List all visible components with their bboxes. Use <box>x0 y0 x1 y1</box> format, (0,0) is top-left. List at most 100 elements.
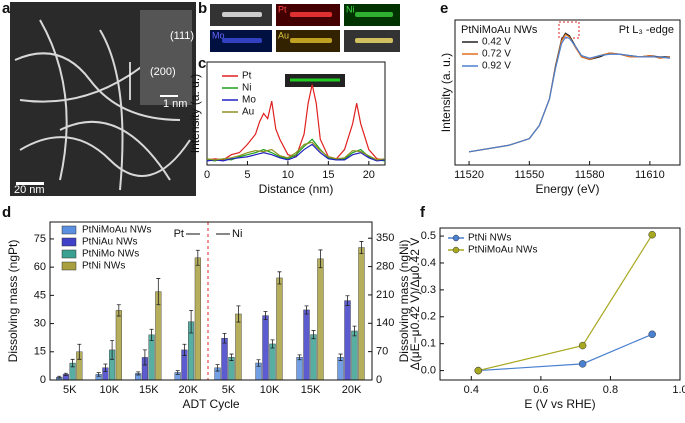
error-bar <box>63 372 68 376</box>
y-axis-label: Dissolving mass (ngNi) <box>397 240 411 363</box>
bar <box>351 330 358 381</box>
error-bar <box>110 340 115 360</box>
y-tick-label: 0.2 <box>421 311 436 323</box>
plot-frame <box>49 221 373 381</box>
scale-bar <box>160 95 178 97</box>
error-bar <box>222 333 227 344</box>
legend-label: Pt <box>242 71 252 82</box>
legend-swatch <box>61 249 77 259</box>
map-label: Mo <box>212 30 225 40</box>
error-bar <box>318 249 323 269</box>
legend-swatch <box>61 261 77 271</box>
error-bar <box>256 359 261 367</box>
wire <box>355 38 393 43</box>
bar <box>303 309 310 381</box>
x-tick-label: 10K <box>260 384 280 396</box>
map-label: Pt <box>278 4 287 14</box>
y-tick-label: 0.5 <box>421 230 436 242</box>
series-line <box>206 143 386 162</box>
y-axis-label: Δ(μE−μ0.42 V)/Δμ0.42 V <box>408 238 422 371</box>
bar <box>276 277 283 381</box>
error-bar <box>338 353 343 361</box>
annotation: Pt L₃ -edge <box>619 24 674 36</box>
y-tick-label: 70 <box>376 346 388 358</box>
legend-label: PtNiAu NWs <box>82 237 138 248</box>
error-bar <box>142 349 147 366</box>
plot-frame <box>454 19 681 166</box>
lattice-label: (111) <box>170 30 194 42</box>
panel-letter: f <box>420 204 426 221</box>
y-axis-label: Intensity (a. u.) <box>188 74 202 153</box>
error-bar <box>215 364 220 372</box>
error-bar <box>182 343 187 356</box>
y-tick-label: 210 <box>376 289 394 301</box>
scale-bar <box>16 182 44 185</box>
x-tick-label: 5K <box>222 384 236 396</box>
legend-label: Mo <box>242 95 256 106</box>
error-bar <box>70 358 75 368</box>
error-bar <box>149 328 154 341</box>
bar <box>148 334 155 381</box>
point <box>578 341 587 350</box>
legend-label: PtNiMoAu NWs <box>468 245 537 256</box>
hrtem-inset <box>140 10 192 105</box>
error-bar <box>156 278 161 306</box>
legend-label: PtNiMo NWs <box>82 249 139 260</box>
panel-letter: d <box>2 204 11 221</box>
y-tick-label: 0 <box>376 374 382 386</box>
map-label: Au <box>278 30 289 40</box>
x-axis-label: E (V vs RHE) <box>524 397 595 411</box>
error-bar <box>345 295 350 306</box>
panel-letter: a <box>2 0 11 17</box>
x-tick-label: 15K <box>301 384 321 396</box>
x-tick-label: 11520 <box>454 169 484 181</box>
y-axis-label: Dissolving mass (ngPt) <box>6 240 20 363</box>
legend-swatch <box>61 225 77 235</box>
x-tick-label: 5 <box>244 169 250 181</box>
x-tick-label: 20 <box>363 169 375 181</box>
series-line <box>206 84 386 161</box>
error-bar <box>136 371 141 376</box>
plot-frame <box>439 227 681 381</box>
panel-letter: c <box>198 55 206 72</box>
wire <box>222 12 262 17</box>
lattice-label: (200) <box>150 66 176 78</box>
x-tick-label: 10K <box>99 384 119 396</box>
legend-marker <box>452 246 460 254</box>
bar <box>194 257 201 381</box>
bar <box>115 310 122 381</box>
chart-title: PtNiMoAu NWs <box>461 24 538 36</box>
panel-letter: b <box>198 0 207 17</box>
annotation: Pt <box>174 228 184 240</box>
error-bar <box>96 372 101 377</box>
x-tick-label: 11580 <box>575 169 605 181</box>
error-bar <box>359 241 364 254</box>
annotation: Ni <box>232 228 242 240</box>
error-bar <box>270 339 275 349</box>
y-tick-label: 350 <box>376 232 394 244</box>
bar <box>296 357 303 381</box>
x-tick-label: 20K <box>178 384 198 396</box>
error-bar <box>77 343 82 360</box>
y-tick-label: 45 <box>34 289 46 301</box>
legend-label: 0.72 V <box>482 49 511 60</box>
x-tick-label: 0.8 <box>603 384 618 396</box>
x-axis-label: ADT Cycle <box>182 397 239 411</box>
error-bar <box>304 305 309 315</box>
y-tick-label: 0.3 <box>421 284 436 296</box>
y-tick-label: 30 <box>34 317 46 329</box>
y-tick-label: 0.4 <box>421 257 436 269</box>
x-tick-label: 1.0 <box>672 384 685 396</box>
point <box>648 230 656 239</box>
scale-label: 20 nm <box>14 184 45 196</box>
wire <box>290 12 332 17</box>
panel-letter: e <box>440 0 448 17</box>
y-tick-label: 0.0 <box>421 364 436 376</box>
x-axis-label: Distance (nm) <box>259 182 334 196</box>
x-tick-label: 0.4 <box>464 384 479 396</box>
x-tick-label: 10 <box>282 169 294 181</box>
bar <box>344 300 351 381</box>
y-tick-label: 75 <box>34 233 46 245</box>
scale-label: 1 nm <box>163 98 187 110</box>
